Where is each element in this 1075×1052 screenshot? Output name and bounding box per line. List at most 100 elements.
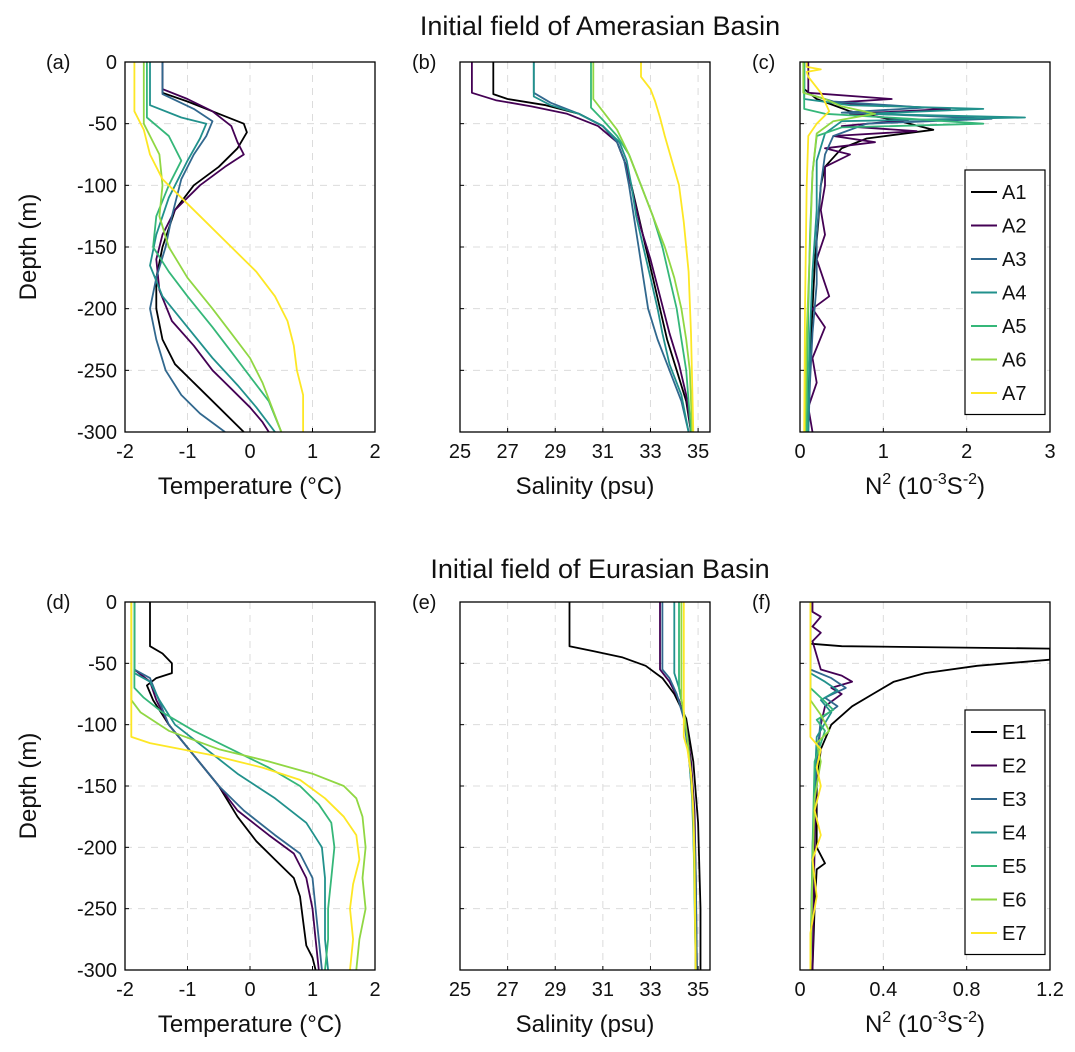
x-tick-label: 0.8	[953, 979, 981, 1001]
x-axis-label: Temperature (°C)	[158, 473, 342, 500]
legend: E1 E2 E3 E4 E5 E6 E7	[964, 709, 1046, 956]
x-tick-label: 1	[307, 979, 318, 1001]
x-tick-label: -1	[179, 979, 197, 1001]
x-tick-label: 0	[244, 979, 255, 1001]
title-top: Initial field of Amerasian Basin	[420, 11, 780, 41]
x-tick-label: 33	[639, 979, 661, 1001]
x-axis-label: N2 (10-3S-2)	[865, 471, 985, 500]
panel-label: (d)	[46, 592, 70, 614]
series-line-A4	[803, 62, 1026, 432]
y-tick-label: -300	[77, 960, 117, 982]
series-line-A6	[142, 62, 283, 432]
y-tick-label: -250	[77, 899, 117, 921]
y-tick-label: -150	[77, 237, 117, 259]
legend-label-E2: E2	[1002, 756, 1026, 778]
panel-c: 0 1 2 3 (c) N2 (10-3S-2) A1 A2 A3 A4 A5 A6 A7	[752, 52, 1056, 500]
series-group	[130, 602, 367, 970]
y-tick-label: -200	[77, 837, 117, 859]
series-line-E5	[133, 602, 336, 970]
x-tick-label: 2	[961, 441, 972, 463]
y-tick-label: 0	[106, 52, 117, 74]
series-line-A7	[803, 62, 831, 432]
panel-label: (c)	[752, 52, 775, 74]
series-line-A6	[592, 62, 693, 432]
x-tick-label: 0.4	[869, 979, 897, 1001]
legend-label-A5: A5	[1002, 316, 1026, 338]
x-tick-label: 2	[369, 979, 380, 1001]
y-tick-label: -50	[88, 114, 117, 136]
y-tick-label: -50	[88, 653, 117, 675]
legend-label-E4: E4	[1002, 823, 1026, 845]
x-tick-label: 25	[449, 979, 471, 1001]
series-line-A1	[803, 62, 935, 432]
x-tick-label: 35	[687, 441, 709, 463]
x-tick-label: 3	[1044, 441, 1055, 463]
x-tick-label: -2	[116, 979, 134, 1001]
series-line-E7	[682, 602, 697, 970]
legend-label-A6: A6	[1002, 350, 1026, 372]
series-line-A3	[803, 62, 993, 432]
panel-label: (a)	[46, 52, 70, 74]
y-tick-label: -250	[77, 360, 117, 382]
x-tick-label: 0	[244, 441, 255, 463]
y-tick-label: -300	[77, 422, 117, 444]
series-line-E1	[568, 602, 702, 970]
series-line-A5	[146, 62, 283, 432]
x-tick-label: -2	[116, 441, 134, 463]
series-line-E3	[133, 602, 323, 970]
x-tick-label: 1	[307, 441, 318, 463]
x-tick-label: 31	[592, 979, 614, 1001]
panels: -2 -1 0 1 20-50-100-150-200-250-300(a)Temper…	[15, 52, 1064, 1038]
x-tick-label: 33	[639, 441, 661, 463]
x-tick-label: -1	[179, 441, 197, 463]
series-group	[568, 602, 702, 970]
x-axis-label: Temperature (°C)	[158, 1011, 342, 1038]
y-axis-label: Depth (m)	[15, 733, 42, 840]
x-axis-label: Salinity (psu)	[516, 1011, 655, 1038]
x-tick-label: 27	[496, 441, 518, 463]
series-line-E2	[133, 602, 320, 970]
panel-a: -2 -1 0 1 2 0 -50 -100 -150 -200 -250 -300 (a) Temper…	[15, 52, 381, 500]
series-group	[133, 62, 304, 432]
series-line-A4	[532, 62, 690, 432]
legend-label-E1: E1	[1002, 722, 1026, 744]
x-tick-label: 31	[592, 441, 614, 463]
legend-box	[964, 709, 1046, 956]
series-line-A7	[640, 62, 695, 432]
series-line-A5	[590, 62, 692, 432]
series-line-E1	[809, 602, 1050, 970]
x-tick-label: 27	[496, 979, 518, 1001]
x-tick-label: 0	[794, 441, 805, 463]
x-tick-label: 0	[794, 979, 805, 1001]
x-tick-label: 2	[369, 441, 380, 463]
panel-f: 0 0.4 0.8 1.2 (f) N2 (10-3S-2) E1 E2 E3 E4 E5 E6 E7	[752, 592, 1064, 1038]
series-line-A6	[802, 62, 876, 432]
legend-label-A3: A3	[1002, 249, 1026, 271]
legend-label-E3: E3	[1002, 789, 1026, 811]
x-tick-label: 1.2	[1036, 979, 1064, 1001]
panel-label: (b)	[412, 52, 436, 74]
panel-e: 25 27 29 31 33 35 (e) Salinity (psu)	[412, 592, 711, 1038]
panel-label: (f)	[752, 592, 771, 614]
series-line-E6	[130, 602, 367, 970]
series-line-A2	[155, 62, 270, 432]
legend: A1 A2 A3 A4 A5 A6 A7	[964, 169, 1046, 416]
y-tick-label: -150	[77, 776, 117, 798]
y-tick-label: -100	[77, 715, 117, 737]
panel-b: 25 27 29 31 33 35 (b) Salinity (psu)	[412, 52, 711, 500]
panel-d: -2 -1 0 1 2 0 -50 -100 -150 -200 -250 -300 (d) Temper…	[15, 592, 381, 1038]
series-line-E7	[130, 602, 361, 970]
x-tick-label: 25	[449, 441, 471, 463]
legend-label-A7: A7	[1002, 383, 1026, 405]
panel-label: (e)	[412, 592, 436, 614]
legend-label-E5: E5	[1002, 856, 1026, 878]
series-line-E4	[133, 602, 329, 970]
series-line-E7	[809, 602, 822, 970]
x-tick-label: 29	[544, 441, 566, 463]
y-axis-label: Depth (m)	[15, 194, 42, 301]
x-axis-label: N2 (10-3S-2)	[865, 1009, 985, 1038]
y-tick-label: -200	[77, 299, 117, 321]
title-bottom: Initial field of Eurasian Basin	[430, 554, 769, 584]
series-line-A4	[149, 62, 276, 432]
